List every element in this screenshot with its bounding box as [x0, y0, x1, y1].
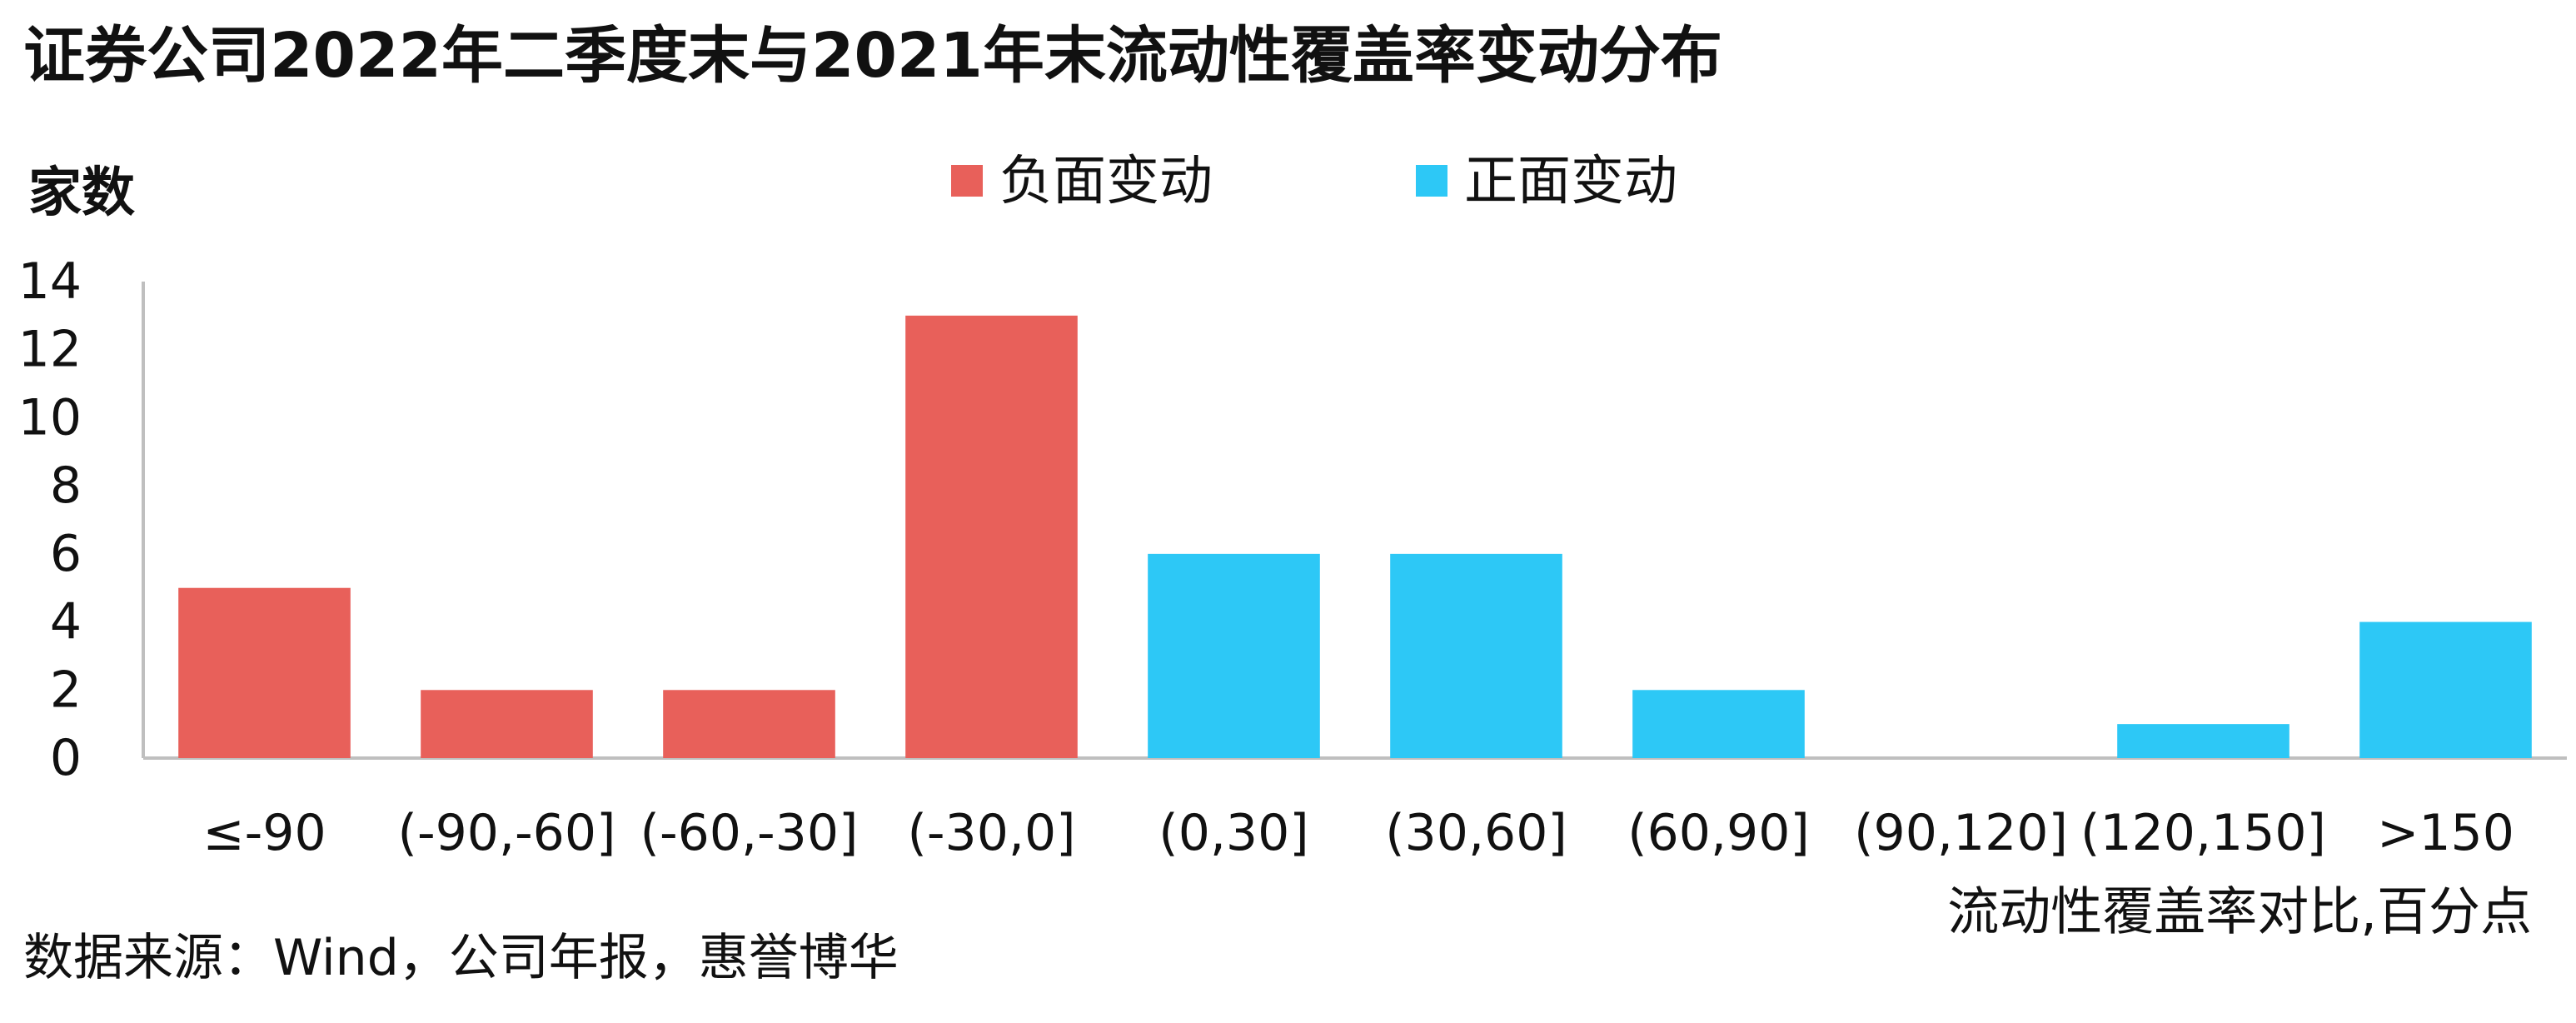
bar — [2117, 724, 2290, 758]
bar — [1632, 690, 1805, 758]
x-tick-label: (-60,-30] — [640, 804, 859, 862]
x-tick-label: (-90,-60] — [398, 804, 616, 862]
x-axis-title: 流动性覆盖率对比,百分点 — [1947, 881, 2532, 942]
bar — [1390, 553, 1562, 758]
bar — [905, 315, 1078, 758]
y-tick-label: 14 — [18, 252, 82, 311]
legend-label: 负面变动 — [999, 151, 1213, 212]
bar — [2359, 621, 2532, 758]
y-tick-label: 12 — [18, 321, 82, 379]
x-tick-label: >150 — [2377, 804, 2514, 862]
x-tick-label: (30,60] — [1385, 804, 1567, 862]
y-tick-label: 0 — [50, 729, 82, 787]
bar — [663, 690, 835, 758]
legend-swatch — [951, 165, 983, 197]
x-tick-label: (60,90] — [1627, 804, 1810, 862]
x-tick-label: (90,120] — [1854, 804, 2068, 862]
source-note: 数据来源：Wind，公司年报，惠誉博华 — [23, 929, 899, 987]
y-tick-label: 6 — [50, 525, 82, 583]
legend-label: 正面变动 — [1464, 151, 1677, 212]
y-tick-label: 8 — [50, 457, 82, 515]
bar — [1148, 553, 1320, 758]
legend-swatch — [1416, 165, 1447, 197]
y-tick-label: 2 — [50, 661, 82, 719]
x-tick-label: (0,30] — [1158, 804, 1308, 862]
y-axis-title: 家数 — [28, 162, 135, 224]
y-tick-label: 10 — [18, 388, 82, 447]
y-tick-label: 4 — [50, 593, 82, 651]
bar — [178, 587, 351, 758]
x-tick-label: (-30,0] — [907, 804, 1075, 862]
bar — [421, 690, 593, 758]
x-tick-label: (120,150] — [2080, 804, 2326, 862]
chart-title: 证券公司2022年二季度末与2021年末流动性覆盖率变动分布 — [23, 20, 1722, 92]
x-tick-label: ≤-90 — [202, 804, 326, 862]
